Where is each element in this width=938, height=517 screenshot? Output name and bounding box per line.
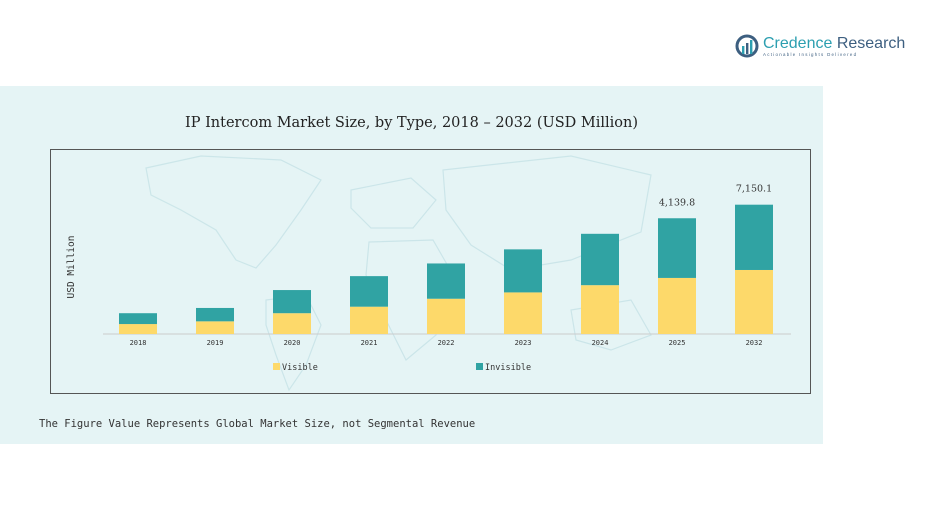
bar-visible-2019 xyxy=(196,321,234,334)
chart-title: IP Intercom Market Size, by Type, 2018 –… xyxy=(184,115,639,131)
bar-invisible-2018 xyxy=(119,313,157,325)
legend-swatch-invisible xyxy=(476,363,483,370)
legend-swatch-visible xyxy=(273,363,280,370)
bar-visible-2021 xyxy=(350,306,388,334)
x-tick-label-2022: 2022 xyxy=(438,339,455,347)
footnote: The Figure Value Represents Global Marke… xyxy=(39,418,476,430)
x-tick-label-2032: 2032 xyxy=(746,339,763,347)
bar-chart-arrow-logo-icon xyxy=(735,34,759,58)
bar-visible-2024 xyxy=(581,285,619,334)
brand-tagline: Actionable Insights Delivered xyxy=(763,52,858,57)
bar-visible-2023 xyxy=(504,292,542,334)
bar-visible-2018 xyxy=(119,324,157,334)
data-label-2025: 4,139.8 xyxy=(659,197,695,208)
chart-frame: USD Million 2018 2019 2020 2021 2022 2023 2024… xyxy=(50,149,811,394)
bar-invisible-2023 xyxy=(504,249,542,293)
bar-invisible-2019 xyxy=(196,307,234,322)
legend-label-invisible: Invisible xyxy=(485,363,531,373)
bar-visible-2022 xyxy=(427,298,465,334)
bar-invisible-2025 xyxy=(658,218,696,278)
bar-invisible-2022 xyxy=(427,263,465,299)
bar-invisible-2032 xyxy=(735,204,773,270)
data-label-2032: 7,150.1 xyxy=(736,184,772,195)
bar-invisible-2020 xyxy=(273,290,311,314)
x-tick-label-2019: 2019 xyxy=(207,339,224,347)
x-tick-label-2018: 2018 xyxy=(130,339,147,347)
x-tick-label-2024: 2024 xyxy=(592,339,609,347)
bar-visible-2025 xyxy=(658,277,696,334)
brand-logo: Credence Research Actionable Insights De… xyxy=(735,30,905,62)
y-axis-label: USD Million xyxy=(66,236,77,299)
bar-invisible-2021 xyxy=(350,276,388,307)
x-tick-label-2023: 2023 xyxy=(515,339,532,347)
bar-invisible-2024 xyxy=(581,233,619,286)
bar-visible-2032 xyxy=(735,269,773,334)
stacked-bar-chart: USD Million 2018 2019 2020 2021 2022 2023 2024… xyxy=(66,155,791,392)
x-tick-label-2021: 2021 xyxy=(361,339,378,347)
legend-label-visible: Visible xyxy=(282,363,318,373)
brand-name: Credence Research xyxy=(763,35,906,52)
world-map-watermark xyxy=(145,155,652,392)
x-tick-label-2020: 2020 xyxy=(284,339,301,347)
bar-visible-2020 xyxy=(273,313,311,334)
x-tick-label-2025: 2025 xyxy=(669,339,686,347)
